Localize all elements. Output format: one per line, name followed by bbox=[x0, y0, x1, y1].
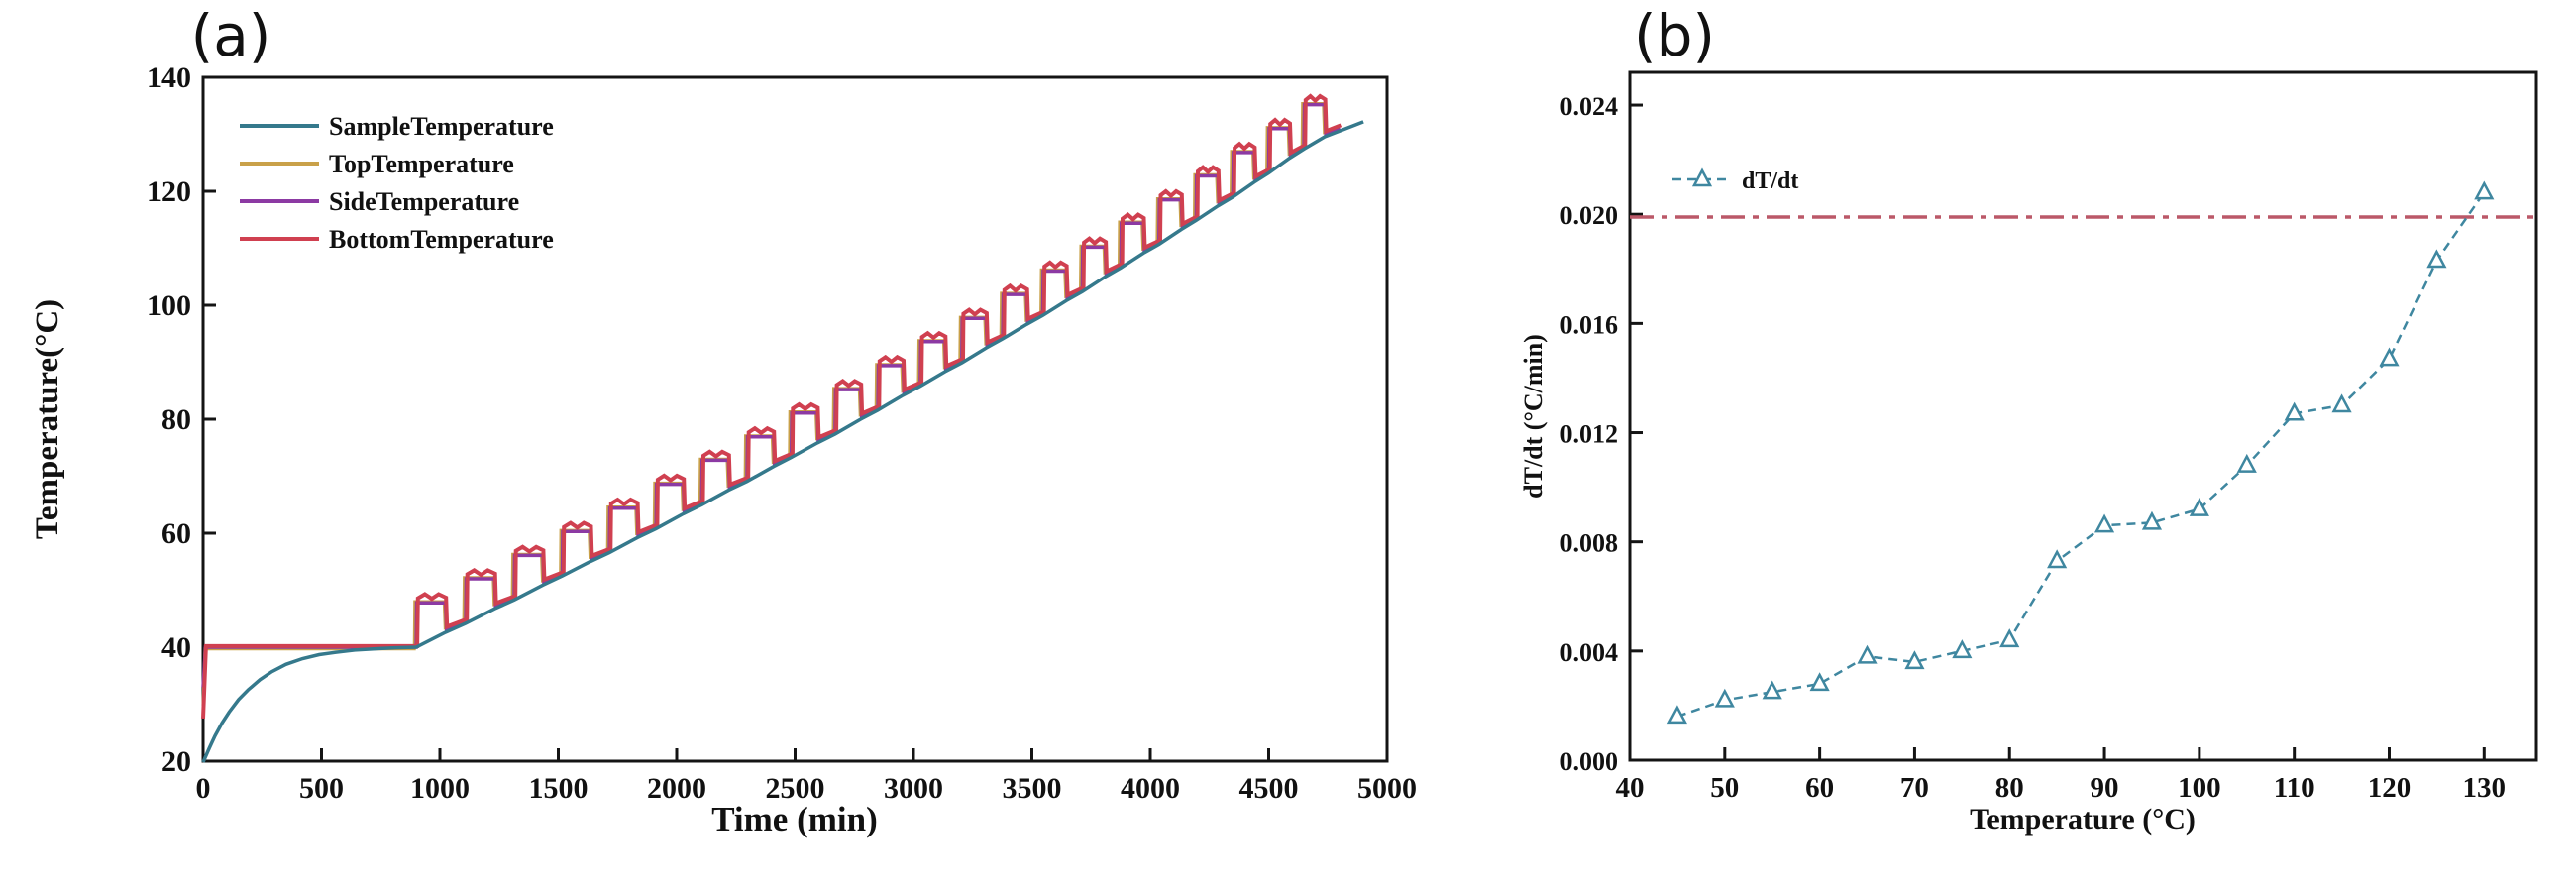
x-tick-label: 120 bbox=[2368, 772, 2412, 804]
x-tick-label: 130 bbox=[2463, 772, 2507, 804]
y-axis-label-a: Temperature(°C) bbox=[30, 299, 65, 539]
x-tick-label: 50 bbox=[1710, 772, 1739, 804]
x-tick-label: 3000 bbox=[884, 772, 943, 805]
data-point-marker bbox=[2141, 510, 2163, 530]
y-tick-label: 20 bbox=[161, 745, 191, 778]
data-point-marker bbox=[1762, 680, 1782, 700]
x-tick-label: 0 bbox=[196, 772, 211, 805]
y-tick-label: 40 bbox=[161, 631, 191, 664]
y-tick-label: 100 bbox=[147, 289, 191, 322]
y-tick-label: 0.020 bbox=[1560, 201, 1619, 230]
data-point-marker bbox=[1952, 639, 1973, 659]
y-tick-label: 0.004 bbox=[1560, 638, 1619, 667]
x-tick-label: 4000 bbox=[1121, 772, 1180, 805]
x-tick-label: 90 bbox=[2091, 772, 2119, 804]
x-axis-label-b: Temperature (°C) bbox=[1970, 803, 2196, 836]
panel-caption-b: (b) bbox=[1634, 2, 1715, 69]
x-tick-label: 4500 bbox=[1239, 772, 1299, 805]
chart-b: (b) 40 50 60 70 80 90 100 110 120 130 0.000 0.004 0.0… bbox=[1519, 2, 2538, 836]
plot-frame-b bbox=[1628, 70, 2538, 762]
data-point-marker bbox=[2189, 497, 2209, 516]
data-point-marker bbox=[2474, 180, 2495, 200]
x-tick-label: 5000 bbox=[1357, 772, 1417, 805]
x-axis-label-a: Time (min) bbox=[711, 800, 878, 838]
x-tick-label: 1000 bbox=[410, 772, 470, 805]
y-tick-label: 140 bbox=[147, 61, 191, 94]
y-tick-label: 80 bbox=[161, 403, 191, 436]
series-dTdt bbox=[1676, 191, 2486, 719]
x-tick-label: 100 bbox=[2178, 772, 2221, 804]
x-tick-label: 2500 bbox=[766, 772, 825, 805]
y-tick-label: 0.024 bbox=[1560, 92, 1619, 121]
x-tick-label: 110 bbox=[2274, 772, 2315, 804]
y-tick-label: 60 bbox=[161, 517, 191, 550]
y-axis-label-b: dT/dt (°C/min) bbox=[1519, 334, 1548, 499]
data-point-marker bbox=[2426, 249, 2447, 269]
plot-frame-a bbox=[201, 75, 1389, 763]
x-tick-label: 3500 bbox=[1003, 772, 1062, 805]
y-tick-label: 0.012 bbox=[1560, 420, 1619, 449]
legend-label-1: TopTemperature bbox=[329, 150, 514, 178]
x-tick-label: 1500 bbox=[529, 772, 589, 805]
data-point-marker bbox=[1857, 644, 1878, 664]
legend-label-2: SideTemperature bbox=[329, 187, 519, 216]
series-BottomTemperature bbox=[201, 93, 1342, 719]
data-point-marker bbox=[2236, 453, 2257, 473]
x-tick-label: 500 bbox=[299, 772, 344, 805]
legend-label-dTdt: dT/dt bbox=[1742, 168, 1798, 194]
y-tick-label: 0.008 bbox=[1560, 529, 1619, 558]
data-point-marker bbox=[1714, 688, 1735, 708]
legend-label-3: BottomTemperature bbox=[329, 225, 554, 254]
x-tick-label: 2000 bbox=[647, 772, 706, 805]
data-point-marker bbox=[2047, 549, 2068, 569]
x-tick-label: 80 bbox=[1995, 772, 2024, 804]
data-point-marker bbox=[1666, 705, 1687, 725]
data-point-marker bbox=[2379, 347, 2400, 367]
data-point-marker bbox=[1999, 628, 2020, 648]
data-point-marker bbox=[1904, 650, 1925, 670]
data-point-marker bbox=[2284, 401, 2305, 421]
data-point-marker bbox=[1809, 672, 1830, 692]
data-point-marker bbox=[2093, 513, 2115, 533]
x-tick-label: 60 bbox=[1805, 772, 1834, 804]
chart-a: (a) 0 500 1000 1500 2000 2500 3000 3500 4000 4500 5… bbox=[30, 2, 1417, 838]
x-tick-label: 70 bbox=[1900, 772, 1929, 804]
x-tick-label: 40 bbox=[1616, 772, 1645, 804]
y-tick-label: 0.000 bbox=[1560, 747, 1619, 776]
panel-caption-a: (a) bbox=[191, 2, 271, 69]
y-tick-label: 120 bbox=[147, 175, 191, 208]
series-SampleTemperature bbox=[201, 120, 1364, 763]
legend-marker-triangle bbox=[1691, 167, 1713, 187]
data-point-marker bbox=[2331, 393, 2352, 413]
y-tick-label: 0.016 bbox=[1560, 310, 1619, 339]
legend-label-0: SampleTemperature bbox=[329, 112, 554, 141]
